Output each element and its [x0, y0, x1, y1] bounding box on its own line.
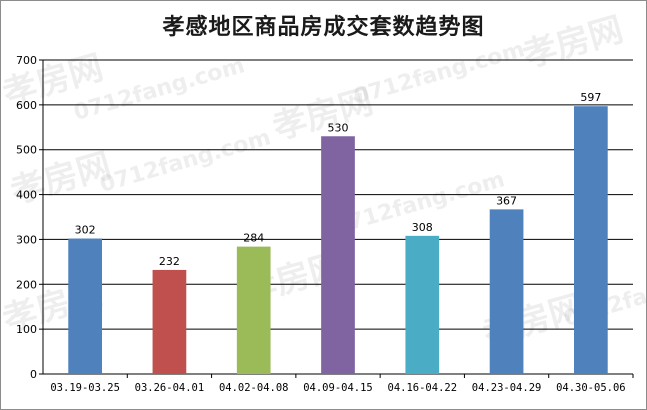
y-tick-label: 200 [16, 278, 37, 291]
bar [68, 238, 102, 374]
bar [236, 246, 271, 374]
bar [321, 136, 355, 374]
bar-value-label: 284 [243, 232, 264, 245]
y-tick-label: 700 [16, 54, 37, 67]
y-tick-label: 300 [16, 233, 37, 246]
bar-value-label: 302 [75, 224, 96, 237]
bar [152, 269, 187, 374]
y-tick-label: 100 [16, 323, 37, 336]
y-tick-label: 0 [30, 368, 37, 381]
x-tick-label: 04.02-04.08 [219, 382, 289, 394]
x-tick-label: 04.16-04.22 [388, 382, 458, 394]
bar [405, 235, 440, 374]
bar-value-label: 308 [412, 221, 433, 234]
y-tick-label: 600 [16, 99, 37, 112]
chart-title: 孝感地区商品房成交套数趋势图 [162, 15, 485, 40]
x-tick-label: 03.26-04.01 [135, 382, 205, 394]
bar-value-label: 232 [159, 255, 180, 268]
bar [574, 106, 608, 375]
bar-value-label: 530 [328, 121, 349, 134]
x-tick-label: 04.30-05.06 [556, 382, 626, 394]
x-tick-label: 03.19-03.25 [50, 382, 120, 394]
x-tick-label: 04.09-04.15 [303, 382, 373, 394]
y-tick-label: 500 [16, 144, 37, 157]
bar-value-label: 597 [580, 91, 601, 104]
bar-value-label: 367 [496, 194, 517, 207]
y-tick-label: 400 [16, 189, 37, 202]
x-tick-label: 04.23-04.29 [472, 382, 542, 394]
bar [489, 209, 524, 374]
